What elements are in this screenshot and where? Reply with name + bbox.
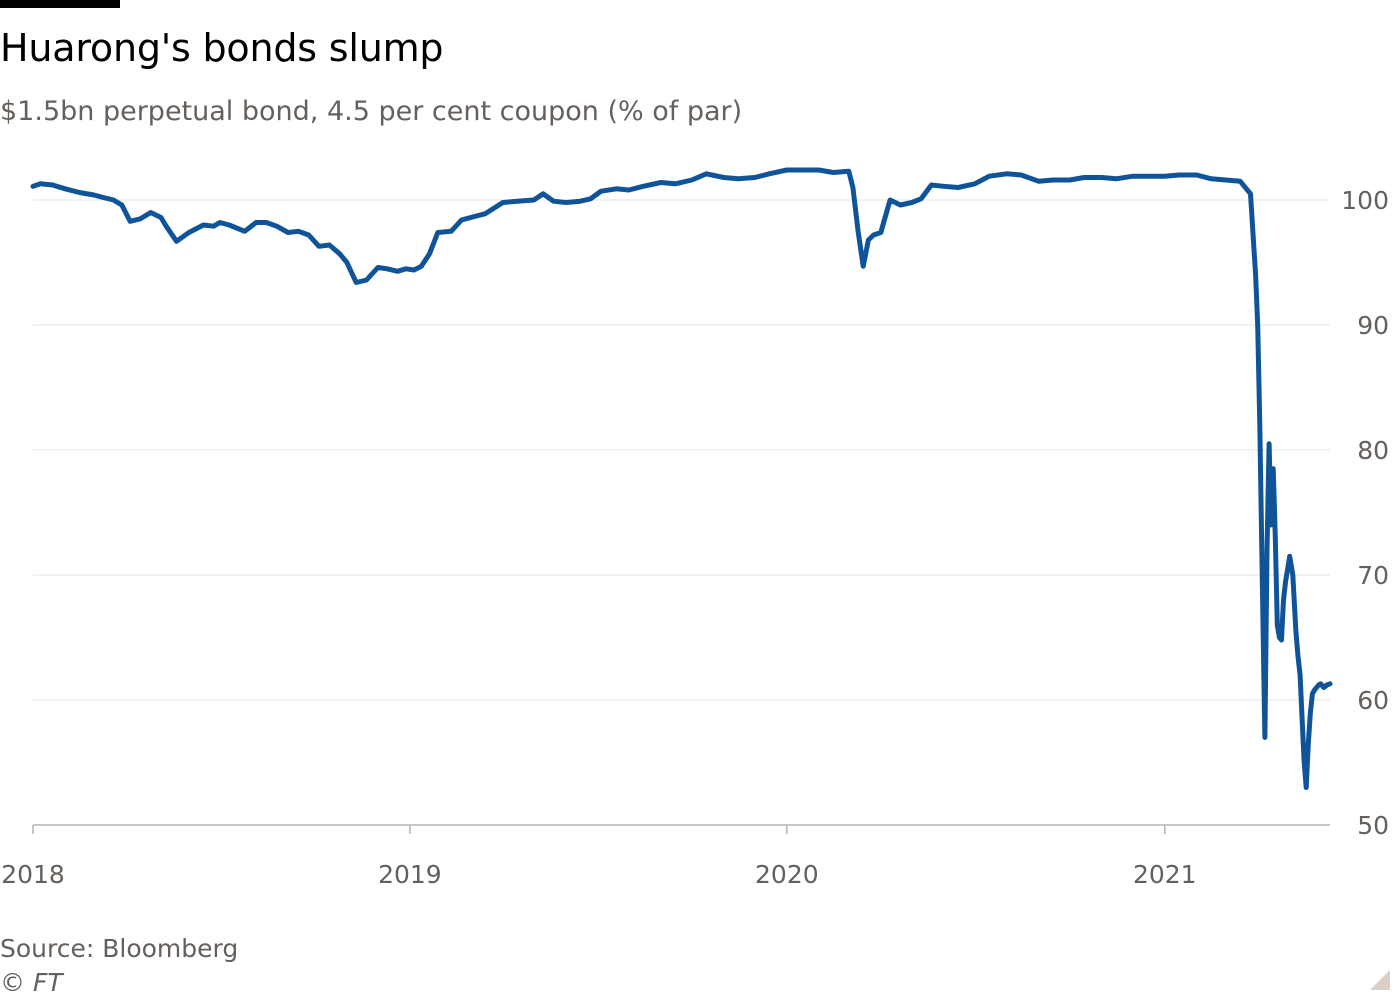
copyright-note: © FT <box>0 968 63 997</box>
chart-subtitle: $1.5bn perpetual bond, 4.5 per cent coup… <box>0 96 743 127</box>
y-tick-label: 80 <box>1357 436 1389 465</box>
line-chart: 50 60 70 80 90 100 2018 2019 2020 2021 <box>1 167 1389 889</box>
gridlines <box>33 199 1330 701</box>
x-tick-label: 2021 <box>1133 860 1197 889</box>
x-tick-label: 2019 <box>378 860 442 889</box>
brand-bar <box>0 0 120 8</box>
y-tick-label: 70 <box>1357 561 1389 590</box>
x-tick-label: 2020 <box>755 860 819 889</box>
source-note: Source: Bloomberg <box>0 934 239 963</box>
y-tick-label: 50 <box>1357 811 1389 840</box>
chart-title: Huarong's bonds slump <box>0 26 444 70</box>
x-tick-label: 2018 <box>1 860 65 889</box>
y-tick-label: 100 <box>1341 186 1389 215</box>
series-line <box>30 167 1333 790</box>
y-tick-label: 90 <box>1357 311 1389 340</box>
x-axis: 2018 2019 2020 2021 <box>1 824 1330 889</box>
y-axis-ticks: 50 60 70 80 90 100 <box>1341 186 1389 840</box>
series-layer <box>30 167 1333 790</box>
y-tick-label: 60 <box>1357 686 1389 715</box>
corner-mark <box>1370 970 1390 990</box>
